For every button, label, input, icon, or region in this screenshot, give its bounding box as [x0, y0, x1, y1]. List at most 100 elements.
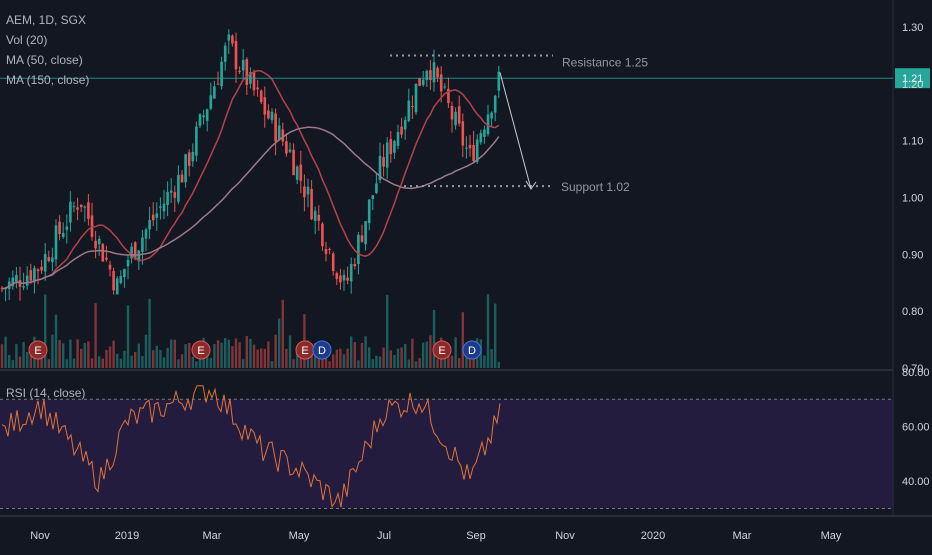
candle-body	[364, 221, 367, 245]
candle-body	[457, 106, 461, 124]
volume-bar	[65, 359, 68, 368]
candle-body	[461, 121, 465, 146]
candle-body	[198, 114, 202, 126]
volume-bar	[8, 355, 11, 368]
volume-bar	[418, 358, 421, 368]
volume-bar	[360, 342, 364, 368]
legend-vol[interactable]: Vol (20)	[6, 33, 48, 47]
legend-ma50[interactable]: MA (50, close)	[6, 53, 83, 67]
dividend-marker	[312, 340, 332, 360]
volume-bar	[454, 337, 457, 368]
candle-body	[29, 270, 33, 281]
candle-body	[112, 271, 115, 291]
candle-body	[418, 78, 421, 86]
candle-body	[447, 88, 450, 104]
volume-bar	[0, 344, 4, 368]
volume-bar	[479, 339, 482, 368]
candle-body	[159, 206, 162, 208]
annotations: 1.21 Resistance 1.25 Support 1.02	[0, 54, 930, 194]
candle-body	[357, 234, 360, 265]
candle-body	[130, 246, 133, 259]
x-tick-label: Mar	[733, 530, 752, 542]
volume-bar	[47, 359, 50, 368]
volume-bar	[83, 343, 86, 368]
volume-bar	[267, 341, 270, 368]
volume-bar	[432, 309, 436, 368]
candle-body	[328, 248, 331, 250]
candle-body	[468, 144, 472, 149]
volume-bar	[137, 343, 140, 368]
candle-body	[126, 259, 130, 267]
volume-bar	[126, 305, 130, 368]
candle-body	[166, 192, 169, 205]
arrow-head	[525, 180, 537, 190]
candle-body	[346, 277, 349, 281]
candle-body	[58, 221, 61, 235]
volume-bar	[335, 349, 338, 368]
volume-bar	[256, 349, 259, 368]
x-tick-label: May	[289, 530, 310, 542]
candle-body	[61, 232, 65, 238]
volume-bar	[231, 346, 234, 368]
legend-symbol[interactable]: AEM, 1D, SGX	[6, 13, 87, 27]
candle-body	[162, 203, 166, 212]
volume-bar	[170, 339, 173, 368]
candle-body	[43, 253, 47, 272]
candle-body	[148, 220, 151, 230]
candle-body	[490, 112, 493, 119]
volume-bar	[216, 340, 220, 368]
candle-body	[331, 253, 335, 272]
candle-body	[483, 129, 486, 137]
candle-body	[403, 119, 407, 130]
rsi-tick-label: 40.00	[902, 476, 930, 488]
volume-bar	[195, 361, 198, 368]
support-label: Support 1.02	[561, 180, 630, 194]
candle-body	[259, 90, 263, 103]
volume-bar	[371, 359, 374, 368]
volume-bar	[396, 348, 400, 368]
moving-averages	[1, 69, 500, 290]
candle-body	[335, 273, 339, 280]
candle-body	[234, 41, 238, 70]
candle-body	[256, 87, 259, 90]
main-legend: AEM, 1D, SGX Vol (20) MA (50, close) MA …	[6, 10, 89, 90]
rsi-pane	[0, 385, 893, 510]
volume-bar	[130, 355, 133, 368]
candle-body	[313, 210, 317, 221]
volume-bar	[4, 336, 7, 368]
candle-body	[497, 71, 501, 91]
candle-body	[400, 126, 403, 135]
rsi-legend[interactable]: RSI (14, close)	[6, 386, 86, 400]
candle-body	[277, 125, 281, 141]
rsi-tick-label: 60.00	[902, 422, 930, 434]
volume-bar	[393, 355, 396, 368]
volume-bar	[422, 342, 425, 368]
volume-bar	[44, 294, 47, 368]
candle-body	[209, 95, 213, 109]
volume-bar	[364, 336, 367, 368]
candle-body	[173, 192, 177, 198]
candle-body	[238, 70, 241, 72]
candle-body	[425, 70, 429, 80]
volume-bar	[404, 343, 407, 368]
candle-body	[274, 113, 277, 142]
volume-bar	[22, 342, 25, 368]
volume-bar	[458, 358, 461, 368]
volume-bar	[350, 336, 353, 368]
volume-bar	[486, 294, 490, 368]
legend-ma150[interactable]: MA (150, close)	[6, 73, 90, 87]
volume-bar	[353, 342, 356, 368]
candle-body	[292, 149, 295, 176]
ma50-line	[1, 69, 500, 290]
candles	[0, 29, 501, 302]
projection-arrow	[499, 72, 532, 190]
candle-body	[227, 34, 231, 41]
x-tick-label: Nov	[30, 530, 50, 542]
candle-body	[367, 199, 371, 224]
volume-bar	[141, 355, 144, 368]
candle-body	[310, 188, 313, 220]
candle-body	[40, 266, 43, 271]
